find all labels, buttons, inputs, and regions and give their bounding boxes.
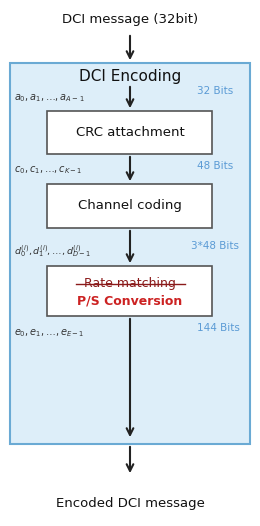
Text: $a_0, a_1, \ldots, a_{A-1}$: $a_0, a_1, \ldots, a_{A-1}$: [14, 92, 84, 104]
Text: $c_0, c_1, \ldots, c_{K-1}$: $c_0, c_1, \ldots, c_{K-1}$: [14, 164, 83, 176]
Bar: [47, 111, 212, 154]
Text: Rate matching: Rate matching: [84, 277, 176, 290]
Bar: [47, 266, 212, 316]
Text: $d_0^{(i)}, d_1^{(i)}, \ldots, d_{D-1}^{(i)}$: $d_0^{(i)}, d_1^{(i)}, \ldots, d_{D-1}^{…: [14, 243, 91, 259]
Text: $e_0, e_1, \ldots, e_{E-1}$: $e_0, e_1, \ldots, e_{E-1}$: [14, 327, 84, 339]
Text: DCI message (32bit): DCI message (32bit): [62, 13, 198, 25]
Text: CRC attachment: CRC attachment: [76, 126, 184, 139]
Text: 48 Bits: 48 Bits: [197, 161, 233, 171]
Text: DCI Encoding: DCI Encoding: [79, 68, 181, 84]
Text: Channel coding: Channel coding: [78, 199, 182, 213]
Text: 32 Bits: 32 Bits: [197, 86, 233, 96]
Bar: [47, 184, 212, 228]
Text: P/S Conversion: P/S Conversion: [77, 295, 183, 308]
Text: Encoded DCI message: Encoded DCI message: [56, 498, 204, 511]
Bar: [10, 63, 250, 444]
Text: 144 Bits: 144 Bits: [197, 323, 240, 333]
Text: 3*48 Bits: 3*48 Bits: [191, 241, 239, 251]
